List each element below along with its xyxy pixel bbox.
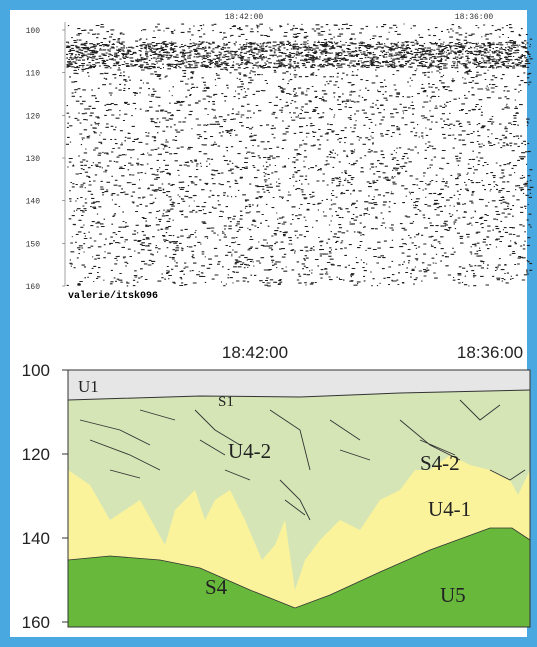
unit-label: S4 <box>205 575 228 599</box>
seismic-image <box>66 23 534 287</box>
depth-tick-label: 150 <box>26 240 41 249</box>
unit-label: U4-2 <box>228 439 271 463</box>
reflectors <box>79 399 526 521</box>
depth-tick-label: 110 <box>26 70 41 79</box>
depth-tick-label: 130 <box>26 155 41 164</box>
profile-label: valerie/itsk096 <box>68 290 158 302</box>
depth-tick-label: 120 <box>22 445 50 464</box>
time-label: 18:42:00 <box>222 343 288 362</box>
interpretation <box>67 369 531 628</box>
depth-tick-label: 100 <box>26 27 41 36</box>
time-label: 18:36:00 <box>455 13 494 22</box>
unit-label: S1 <box>218 394 234 410</box>
seismic-noise <box>66 23 534 287</box>
unit-label: S4-2 <box>420 451 460 475</box>
depth-tick-label: 160 <box>22 613 50 632</box>
depth-tick-label: 120 <box>26 112 41 121</box>
surface-s1 <box>67 389 531 401</box>
depth-tick-label: 160 <box>26 283 41 292</box>
time-label: 18:42:00 <box>225 13 264 22</box>
time-label: 18:36:00 <box>457 343 523 362</box>
unit-label: U1 <box>78 377 99 396</box>
plot-frame <box>67 369 531 628</box>
depth-tick-label: 140 <box>26 198 41 207</box>
unit-label: U5 <box>440 583 466 607</box>
unit-label: U4-1 <box>428 497 471 521</box>
depth-tick-label: 140 <box>22 529 50 548</box>
depth-tick-label: 100 <box>22 361 50 380</box>
